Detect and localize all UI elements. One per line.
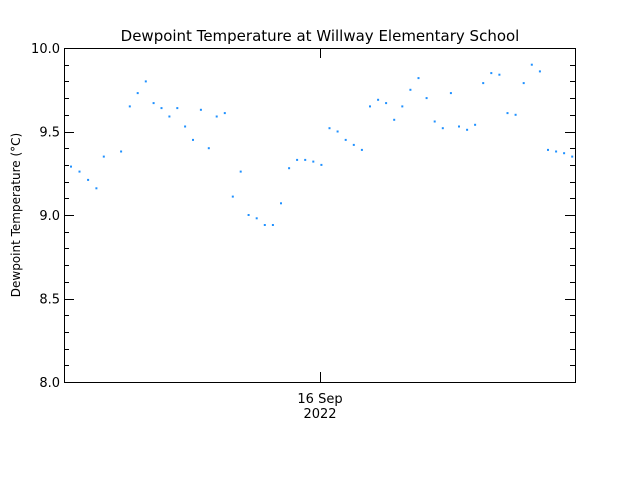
data-point [70,165,72,168]
data-point [514,113,517,116]
data-point [563,152,566,155]
x-tick-label-date: 16 Sep [297,392,342,407]
chart-title: Dewpoint Temperature at Willway Elementa… [121,27,520,45]
data-point [223,112,226,115]
data-point [393,118,396,121]
data-point [296,158,299,161]
data-point [352,143,355,146]
data-point [377,98,380,101]
data-point [271,224,274,226]
data-point [207,147,210,150]
y-axis-ticks [64,48,575,383]
data-point [336,130,339,133]
data-point [522,82,525,85]
data-point [199,108,202,111]
y-axis-tick-labels: 8.0 8.5 9.0 9.5 10.0 [31,42,60,391]
data-point [78,170,81,173]
data-point [538,70,541,73]
data-point [401,105,404,108]
data-point [498,73,501,76]
data-point [490,72,493,75]
y-tick-label: 8.0 [39,376,60,391]
data-point [474,123,477,126]
data-point [102,155,105,158]
data-point [95,187,98,190]
data-point [571,155,574,158]
data-point [530,63,533,66]
data-point [385,102,388,105]
data-point [192,138,194,141]
data-point [425,97,428,100]
data-point [547,148,549,151]
data-point [255,217,258,220]
x-tick-label-year: 2022 [303,407,336,422]
data-point [215,115,218,118]
data-point [288,167,291,170]
data-point [152,102,155,105]
data-point [176,107,179,110]
y-tick-label: 9.0 [39,209,60,224]
data-point [304,158,307,161]
data-point [506,112,509,115]
data-point [320,163,323,166]
y-tick-label: 10.0 [31,42,60,57]
data-point [441,127,444,130]
data-point [344,138,347,141]
data-point [312,160,315,163]
data-point [239,170,242,173]
data-point [87,178,90,181]
data-point [280,202,282,205]
data-point [231,195,234,198]
data-point [120,150,123,153]
data-point [409,88,412,91]
y-axis-label: Dewpoint Temperature (°C) [9,133,23,297]
data-point [433,120,436,123]
y-tick-label: 9.5 [39,126,60,141]
data-point [144,80,147,83]
data-point [168,115,171,118]
data-point [160,107,163,110]
data-point [449,92,452,95]
data-point [247,214,250,216]
data-point [263,224,266,226]
data-point [360,148,363,151]
data-point [458,125,460,128]
data-point [328,127,331,130]
data-point [555,150,558,153]
data-point [482,82,485,85]
data-point [128,105,131,108]
data-point [369,105,371,108]
data-point [136,92,139,95]
data-point [466,128,469,131]
y-tick-label: 8.5 [39,293,60,308]
data-points [70,63,574,226]
data-point [417,77,420,80]
data-point [184,125,187,128]
